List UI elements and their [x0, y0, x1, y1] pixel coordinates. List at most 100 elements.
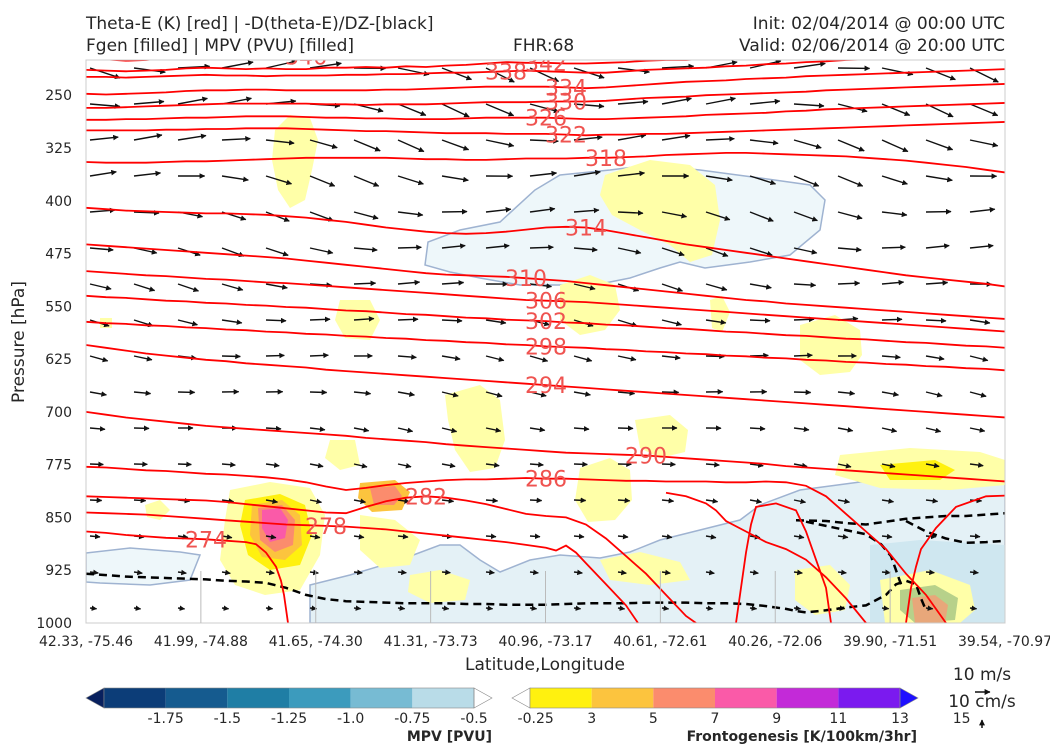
theta-e-line — [86, 68, 1005, 96]
wind-vector — [749, 283, 772, 290]
y-axis-label: Pressure [hPa] — [9, 281, 29, 403]
wind-vector — [441, 569, 451, 576]
wind-vector — [353, 533, 365, 540]
wind-vector — [969, 533, 981, 540]
wind-vector — [89, 103, 121, 109]
wind-vector — [265, 211, 290, 222]
colorbar-tick-label: -1.0 — [337, 711, 364, 727]
wind-vector — [221, 498, 235, 504]
x-tick-label: 41.31, -73.73 — [384, 634, 478, 650]
wind-vector — [353, 427, 370, 433]
theta-e-line — [86, 152, 1005, 174]
theta-e-line — [86, 344, 1005, 419]
theta-e-line — [905, 494, 1005, 623]
wind-vector — [485, 139, 515, 148]
wind-vector — [925, 427, 942, 434]
wind-vector — [309, 426, 326, 432]
wind-vector — [837, 463, 852, 469]
wind-vector — [441, 498, 455, 504]
theta-e-line — [86, 206, 1005, 288]
fgen-colorbar-label: Frontogenesis [K/100km/3hr] — [687, 729, 917, 745]
wind-vector — [397, 244, 422, 251]
init-time: Init: 02/04/2014 @ 00:00 UTC — [752, 14, 1005, 34]
y-tick-label: 700 — [45, 405, 72, 421]
wind-vector — [309, 175, 336, 187]
wind-vector — [617, 99, 649, 105]
wind-vector — [309, 139, 338, 150]
wind-vector — [353, 280, 377, 287]
wind-vector — [529, 170, 558, 177]
y-tick-label: 325 — [45, 141, 72, 157]
vector-key-horizontal: 10 m/s — [953, 665, 1011, 685]
wind-vector — [529, 461, 544, 468]
wind-vector — [837, 390, 856, 396]
wind-vector — [837, 569, 847, 576]
wind-vector — [573, 461, 588, 468]
wind-vector — [925, 67, 956, 81]
wind-vector — [573, 103, 605, 109]
x-tick-label: 39.54, -70.97 — [958, 634, 1050, 650]
wind-vector — [529, 533, 541, 540]
y-tick-label: 850 — [45, 510, 72, 526]
theta-e-line — [86, 60, 699, 73]
wind-vector — [837, 175, 864, 187]
wind-vector — [441, 175, 469, 183]
wind-vector — [529, 103, 560, 114]
theta-e-line — [86, 60, 872, 79]
colorbar-extend-left — [511, 687, 531, 709]
wind-vector — [661, 354, 681, 361]
wind-vector — [485, 569, 495, 576]
wind-vector — [705, 353, 725, 360]
colorbar-segment — [591, 688, 654, 708]
wind-vector — [89, 134, 119, 141]
wind-vector — [573, 391, 591, 397]
wind-vector — [837, 211, 863, 220]
wind-vector — [529, 569, 539, 576]
wind-vector — [89, 605, 98, 611]
wind-vector — [221, 136, 251, 142]
colorbar-tick-label: 13 — [891, 711, 909, 727]
wind-vector — [265, 139, 295, 146]
wind-vector — [89, 533, 101, 540]
x-tick-label: 39.90, -71.51 — [843, 634, 937, 650]
wind-vector — [485, 355, 505, 362]
wind-vector — [265, 569, 275, 576]
wind-vector — [529, 283, 553, 289]
wind-vector — [265, 352, 285, 359]
dtheta-dz-line — [795, 512, 1005, 526]
wind-vector — [397, 316, 419, 323]
wind-vector — [925, 462, 940, 469]
theta-e-label: 298 — [525, 335, 567, 360]
wind-vector — [89, 246, 114, 253]
colorbar-segment — [838, 688, 900, 708]
colorbar-segment — [289, 688, 351, 708]
wind-vector — [705, 211, 731, 221]
theta-e-line — [665, 491, 867, 623]
fgen-fill-region — [325, 440, 360, 470]
y-tick-label: 250 — [45, 88, 72, 104]
wind-vector — [837, 427, 854, 433]
wind-vector — [793, 139, 822, 150]
wind-vector — [353, 463, 368, 469]
wind-vector — [529, 138, 559, 144]
colorbar-tick-label: -0.25 — [518, 711, 554, 727]
wind-vector — [969, 355, 989, 362]
wind-vector — [793, 426, 810, 433]
wind-vector — [221, 461, 236, 468]
wind-vector — [881, 427, 898, 433]
wind-vector — [441, 462, 456, 469]
wind-vector — [485, 391, 503, 398]
wind-vector — [617, 319, 638, 328]
x-tick-label: 40.96, -73.17 — [498, 634, 592, 650]
wind-vector — [749, 247, 773, 257]
wind-vector — [793, 534, 805, 540]
wind-vector — [265, 605, 274, 611]
wind-vector — [925, 498, 939, 504]
wind-vector — [661, 461, 676, 468]
wind-vector — [661, 63, 695, 70]
y-tick-label: 625 — [45, 352, 72, 368]
wind-vector — [969, 103, 999, 117]
wind-vector — [617, 569, 627, 576]
wind-vector — [749, 175, 777, 186]
